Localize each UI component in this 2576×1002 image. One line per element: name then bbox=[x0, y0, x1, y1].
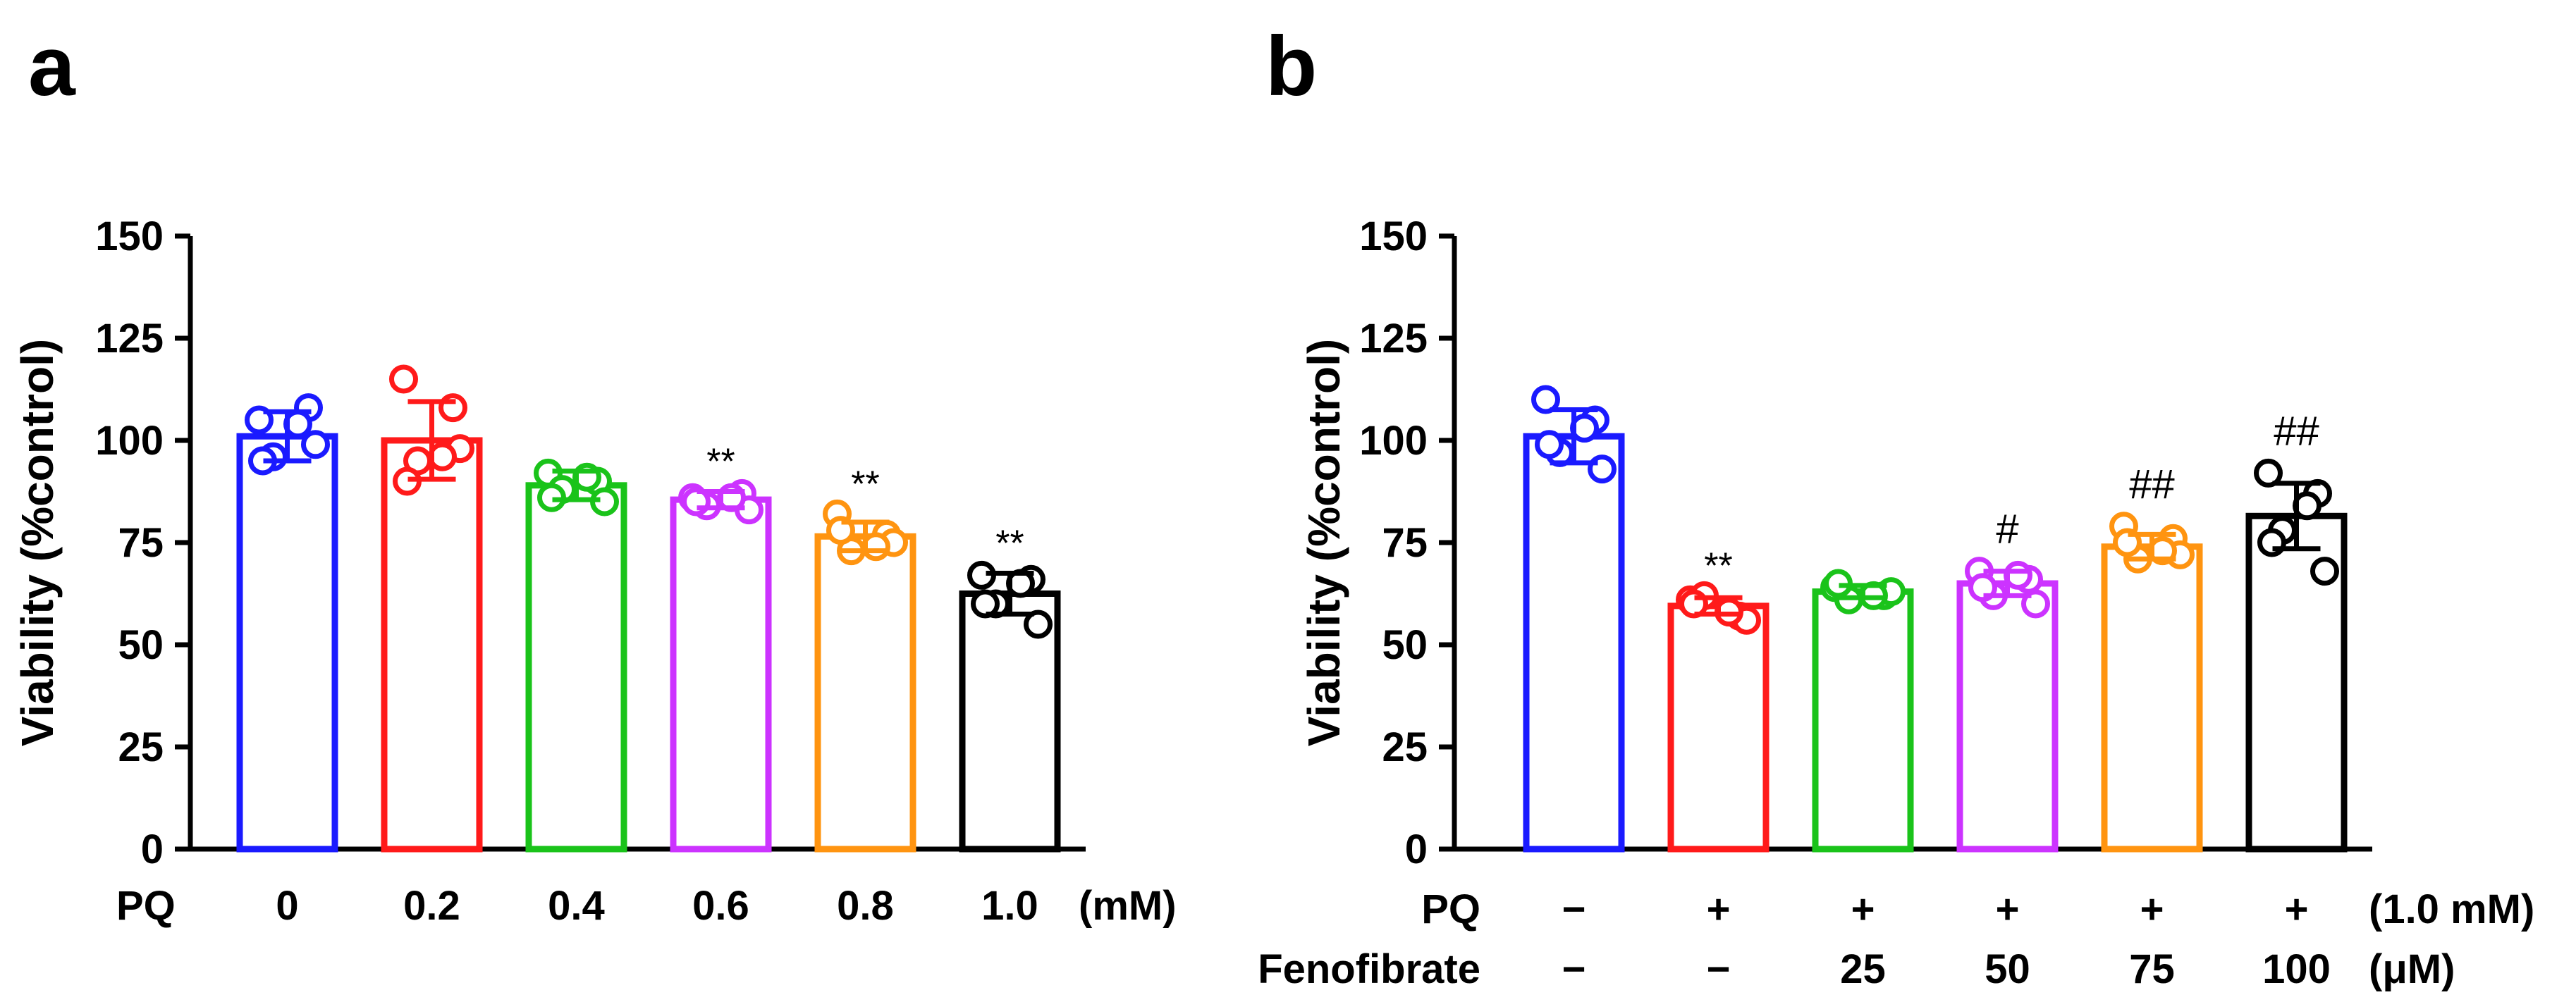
significance-label: ## bbox=[2129, 462, 2175, 507]
chart-panel-a: 0 25 50 75 100 125 150 Viability (%control) ** **… bbox=[12, 214, 1177, 929]
x-tick-label: 0.6 bbox=[692, 883, 749, 929]
y-tick-label: 25 bbox=[118, 724, 164, 770]
x-tick-label: 75 bbox=[2129, 946, 2175, 992]
bar bbox=[1667, 602, 1770, 853]
x-tick-label: 0 bbox=[276, 883, 298, 929]
bar-group-3: # bbox=[1956, 507, 2059, 853]
x-tick-label: 25 bbox=[1840, 946, 1886, 992]
y-tick-label: 75 bbox=[118, 520, 164, 566]
data-point bbox=[2254, 458, 2283, 488]
bar bbox=[381, 437, 483, 853]
data-point bbox=[301, 430, 330, 459]
x-tick-label: + bbox=[1707, 886, 1731, 932]
bar-group-1: ** bbox=[1667, 545, 1770, 853]
x-tick-label: + bbox=[2285, 886, 2309, 932]
x-tick-label: + bbox=[1851, 886, 1875, 932]
data-point bbox=[1535, 430, 1564, 459]
bar-group-1 bbox=[381, 364, 483, 853]
y-tick-label: 125 bbox=[95, 316, 164, 361]
bar bbox=[670, 496, 772, 853]
x-row-label-fenofibrate: Fenofibrate bbox=[1258, 946, 1480, 992]
y-tick-label: 0 bbox=[1405, 827, 1428, 872]
y-tick-label: 25 bbox=[1382, 724, 1428, 770]
data-point bbox=[1531, 385, 1560, 414]
bar bbox=[1812, 588, 1914, 853]
data-point bbox=[2310, 557, 2339, 586]
y-tick-label: 150 bbox=[95, 214, 164, 259]
x-tick-label: − bbox=[1707, 946, 1731, 992]
y-tick-label: 50 bbox=[1382, 622, 1428, 668]
bar-group-5: ## bbox=[2245, 408, 2348, 853]
bar-group-2 bbox=[1812, 569, 1914, 853]
x-tick-label: + bbox=[2140, 886, 2164, 932]
bar-group-0 bbox=[1523, 385, 1625, 853]
x-unit-label: (1.0 mM) bbox=[2369, 886, 2534, 932]
bar-group-4: ** bbox=[814, 464, 916, 853]
bar-group-2 bbox=[525, 458, 627, 853]
x-tick-label: + bbox=[1996, 886, 2020, 932]
data-point bbox=[389, 364, 418, 394]
bar bbox=[2101, 543, 2203, 853]
bar bbox=[1956, 580, 2059, 853]
bar-group-4: ## bbox=[2101, 462, 2203, 853]
data-point bbox=[971, 589, 1000, 619]
significance-label: # bbox=[1996, 507, 2018, 552]
significance-label: ** bbox=[1704, 545, 1732, 586]
x-tick-label: 50 bbox=[1985, 946, 2030, 992]
y-axis-title: Viability (%control) bbox=[12, 339, 63, 746]
x-row-label: PQ bbox=[116, 883, 176, 929]
x-unit-label: (mM) bbox=[1079, 883, 1177, 929]
bar-group-5: ** bbox=[959, 524, 1061, 853]
panel-label-b: b bbox=[1265, 19, 1317, 113]
x-tick-label: 0.2 bbox=[403, 883, 460, 929]
y-tick-label: 150 bbox=[1359, 214, 1428, 259]
y-tick-label: 100 bbox=[95, 418, 164, 464]
bar bbox=[525, 482, 627, 853]
bar-group-3: ** bbox=[670, 442, 772, 853]
bar bbox=[1523, 433, 1625, 853]
y-tick-label: 0 bbox=[141, 827, 164, 872]
panel-label-a: a bbox=[28, 19, 76, 113]
x-tick-label: − bbox=[1562, 886, 1586, 932]
significance-label: ** bbox=[995, 524, 1024, 564]
bar bbox=[814, 533, 916, 853]
x-tick-label: 0.4 bbox=[548, 883, 605, 929]
x-row-label-pq: PQ bbox=[1421, 886, 1480, 932]
bar-group-0 bbox=[236, 393, 338, 853]
x-tick-label: 0.8 bbox=[837, 883, 894, 929]
x-tick-label: 1.0 bbox=[981, 883, 1038, 929]
y-tick-label: 125 bbox=[1359, 316, 1428, 361]
y-axis-title: Viability (%control) bbox=[1299, 339, 1349, 746]
bar bbox=[236, 433, 338, 853]
x-unit-label: (μM) bbox=[2369, 946, 2455, 992]
y-tick-label: 100 bbox=[1359, 418, 1428, 464]
significance-label: ** bbox=[851, 464, 879, 505]
y-tick-label: 75 bbox=[1382, 520, 1428, 566]
significance-label: ** bbox=[706, 442, 735, 483]
x-tick-label: 100 bbox=[2262, 946, 2331, 992]
x-tick-label: − bbox=[1562, 946, 1586, 992]
y-tick-label: 50 bbox=[118, 622, 164, 668]
significance-label: ## bbox=[2274, 408, 2319, 454]
data-point bbox=[1024, 610, 1053, 639]
